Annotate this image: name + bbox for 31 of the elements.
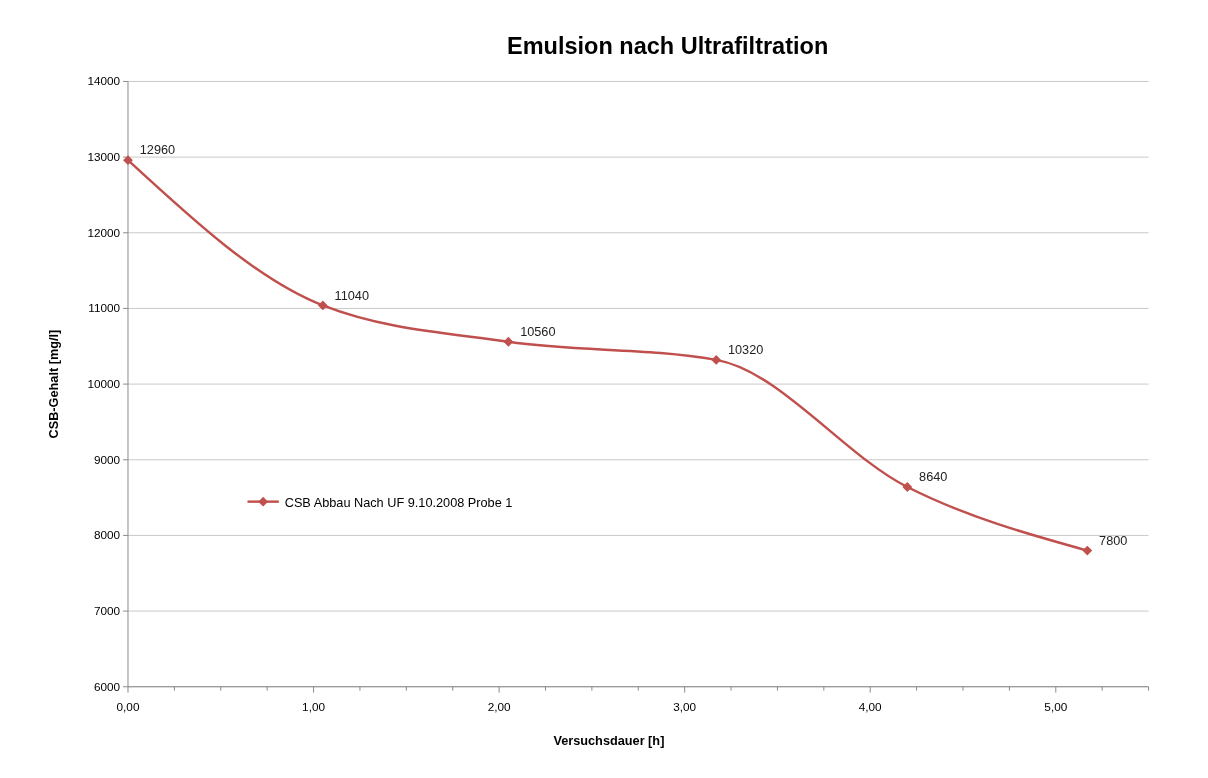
y-tick-label: 6000 <box>94 679 121 693</box>
y-tick-label: 14000 <box>87 74 121 88</box>
x-tick-label: 5,00 <box>1044 700 1068 714</box>
y-tick-label: 9000 <box>94 452 121 466</box>
point <box>1082 545 1093 556</box>
x-tick-label: 2,00 <box>487 700 512 714</box>
chart-title: Emulsion nach Ultrafiltration <box>507 33 829 60</box>
x-tick-label: 0,00 <box>116 700 140 714</box>
y-tick-label: 8000 <box>94 528 121 542</box>
y-tick-label: 10000 <box>87 377 121 391</box>
x-tick-label: 4,00 <box>858 700 883 714</box>
y-axis-title: CSB-Gehalt [mg/l] <box>46 329 62 439</box>
data-label: 10320 <box>727 342 764 358</box>
y-tick-label: 12000 <box>87 225 121 239</box>
y-tick-label: 7000 <box>94 604 121 617</box>
data-label: 10560 <box>520 323 556 339</box>
data-label: 12960 <box>139 142 176 158</box>
point <box>711 354 722 365</box>
y-tick-label: 13000 <box>87 150 121 164</box>
x-tick-label: 1,00 <box>302 700 326 714</box>
data-label: 7800 <box>1099 532 1128 548</box>
y-tick-label: 11000 <box>88 301 121 315</box>
data-label: 11040 <box>334 287 370 303</box>
legend-label: CSB Abbau Nach UF 9.10.2008 Probe 1 <box>284 494 513 510</box>
point <box>902 482 913 492</box>
x-axis-title: Versuchsdauer [h] <box>553 732 665 748</box>
x-tick-label: 3,00 <box>673 700 697 714</box>
point <box>503 336 514 347</box>
data-label: 8640 <box>919 469 948 485</box>
point <box>317 300 328 311</box>
point <box>123 155 133 166</box>
